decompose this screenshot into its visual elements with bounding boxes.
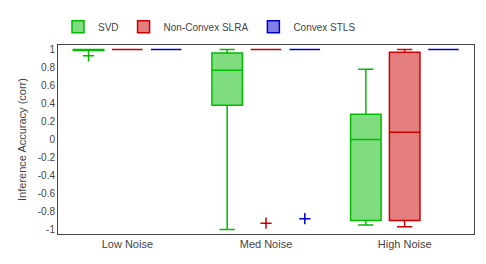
svg-text:-1: -1 — [46, 224, 55, 235]
svg-text:0.4: 0.4 — [41, 98, 55, 109]
svg-text:Convex STLS: Convex STLS — [293, 22, 355, 33]
svg-text:SVD: SVD — [98, 22, 119, 33]
svg-text:0: 0 — [49, 134, 55, 145]
svg-text:-0.2: -0.2 — [38, 152, 56, 163]
svg-text:High Noise: High Noise — [378, 238, 432, 250]
svg-text:-0.6: -0.6 — [38, 188, 56, 199]
svg-text:0.8: 0.8 — [41, 62, 55, 73]
svg-text:0.6: 0.6 — [41, 80, 55, 91]
svg-text:-0.4: -0.4 — [38, 170, 56, 181]
svg-text:Low Noise: Low Noise — [102, 238, 153, 250]
svg-text:-0.8: -0.8 — [38, 206, 56, 217]
svg-text:Inference Accuracy (corr): Inference Accuracy (corr) — [16, 78, 28, 201]
svg-text:0.2: 0.2 — [41, 116, 55, 127]
svg-text:Non-Convex SLRA: Non-Convex SLRA — [164, 22, 249, 33]
svg-text:1: 1 — [49, 44, 55, 55]
svg-text:Med Noise: Med Noise — [240, 238, 293, 250]
